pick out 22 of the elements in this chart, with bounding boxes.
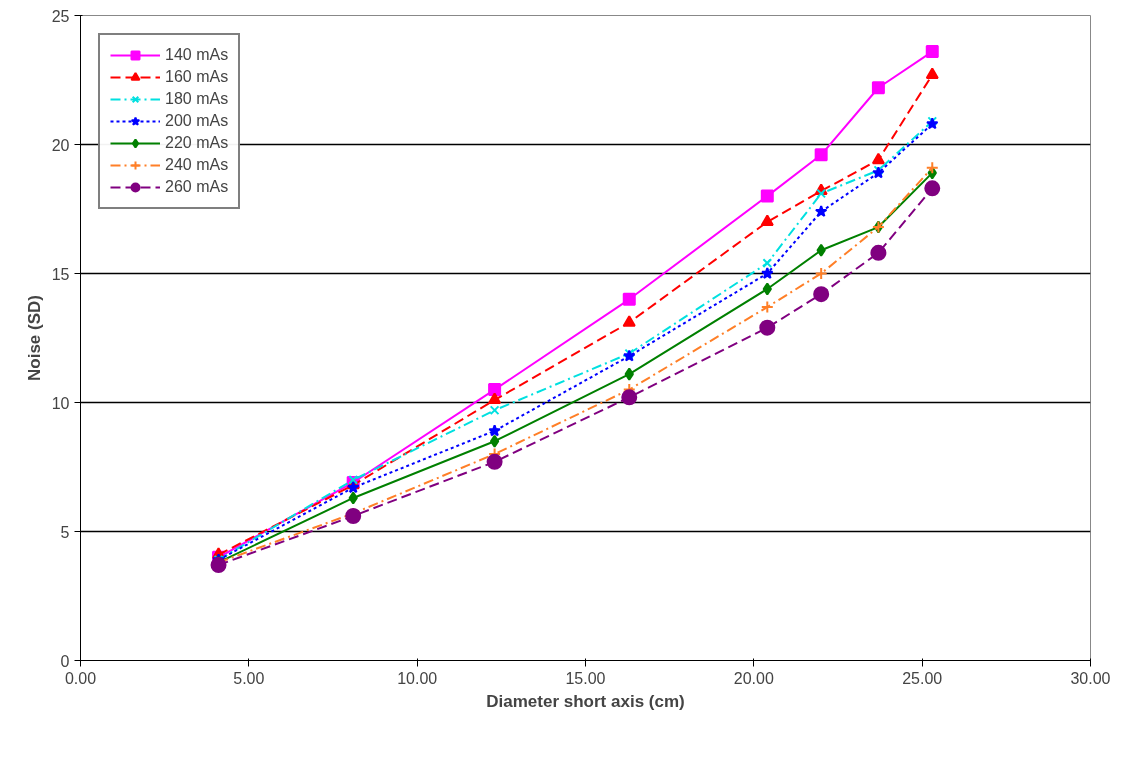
x-tick-label: 10.00 [397,669,438,687]
legend-label: 240 mAs [165,156,229,174]
y-tick-label: 25 [51,7,70,25]
x-tick-label: 5.00 [233,669,265,687]
x-axis-title: Diameter short axis (cm) [486,691,685,711]
legend-label: 260 mAs [165,178,229,196]
legend-label: 220 mAs [165,134,229,152]
y-tick-label: 5 [60,523,70,541]
y-tick-label: 20 [51,136,70,154]
y-tick-label: 0 [60,652,70,670]
x-tick-label: 25.00 [902,669,943,687]
x-tick-label: 30.00 [1070,669,1111,687]
x-tick-label: 15.00 [565,669,606,687]
x-tick-label: 20.00 [733,669,774,687]
y-tick-label: 10 [51,394,70,412]
legend-label: 160 mAs [165,68,229,86]
legend-label: 140 mAs [165,46,229,64]
y-tick-label: 15 [51,265,70,283]
y-axis-title: Noise (SD) [24,295,44,381]
legend-label: 180 mAs [165,90,229,108]
x-tick-label: 0.00 [64,669,97,687]
legend-label: 200 mAs [165,112,229,130]
